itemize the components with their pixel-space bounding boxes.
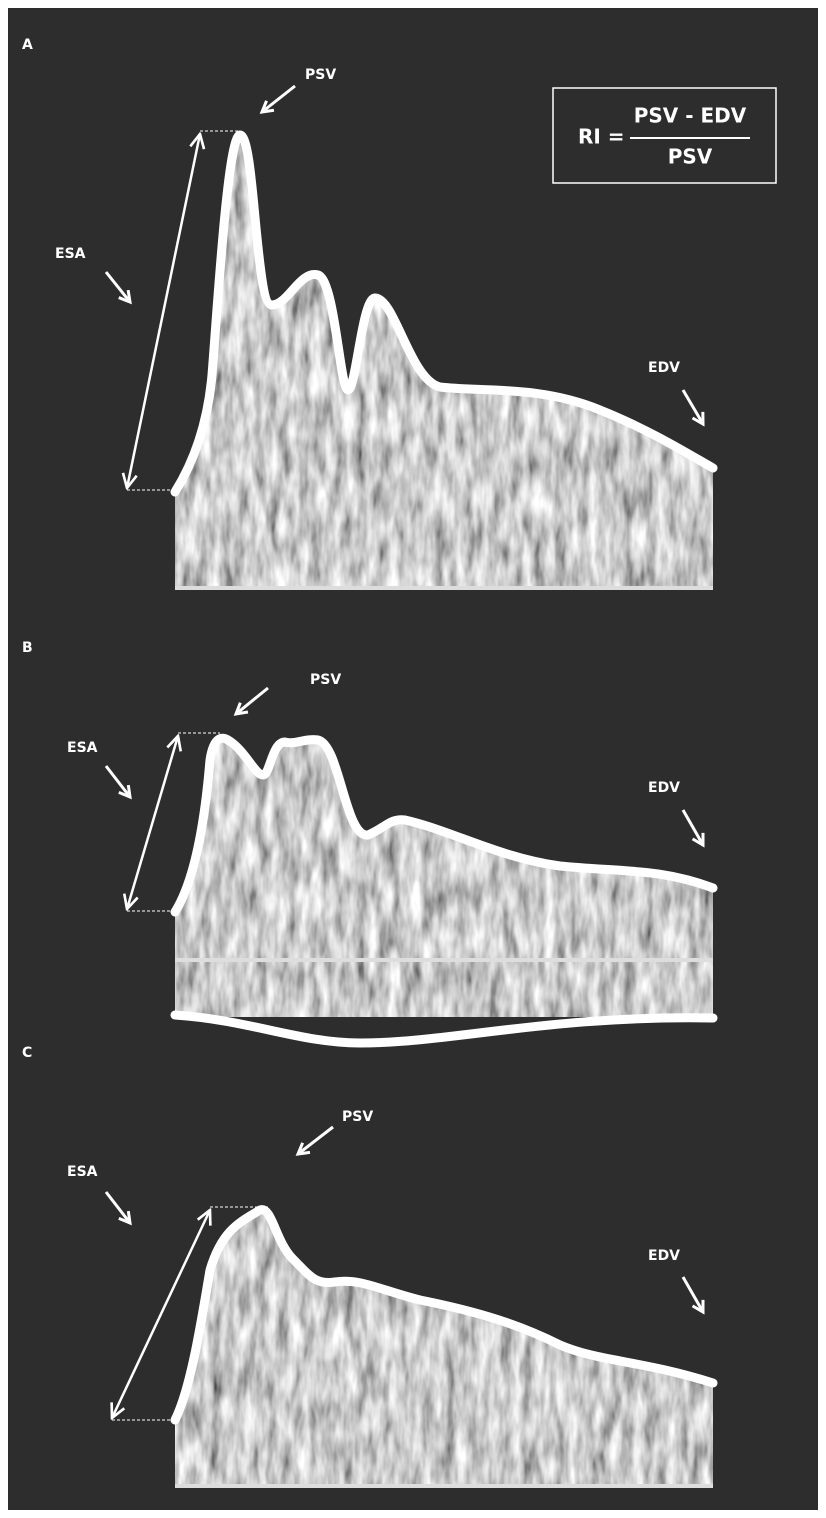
panel-label: C — [22, 1045, 32, 1061]
psv-label: PSV — [305, 67, 336, 83]
edv-label: EDV — [648, 1248, 680, 1264]
esa-label: ESA — [67, 1164, 98, 1180]
formula-numerator: PSV - EDV — [634, 104, 747, 128]
psv-label: PSV — [310, 672, 341, 688]
figure: RI = PSV - EDV PSV A PSV ESA EDV B PSV E… — [0, 0, 826, 1518]
esa-label: ESA — [55, 246, 86, 262]
spectrum-lower — [175, 962, 713, 1017]
esa-label: ESA — [67, 740, 98, 756]
formula-lhs: RI = — [578, 125, 625, 149]
formula-denominator: PSV — [668, 145, 713, 169]
edv-label: EDV — [648, 360, 680, 376]
panel-label: B — [22, 640, 33, 656]
edv-label: EDV — [648, 780, 680, 796]
background — [8, 8, 818, 1510]
psv-label: PSV — [342, 1109, 373, 1125]
panel-label: A — [22, 37, 33, 53]
